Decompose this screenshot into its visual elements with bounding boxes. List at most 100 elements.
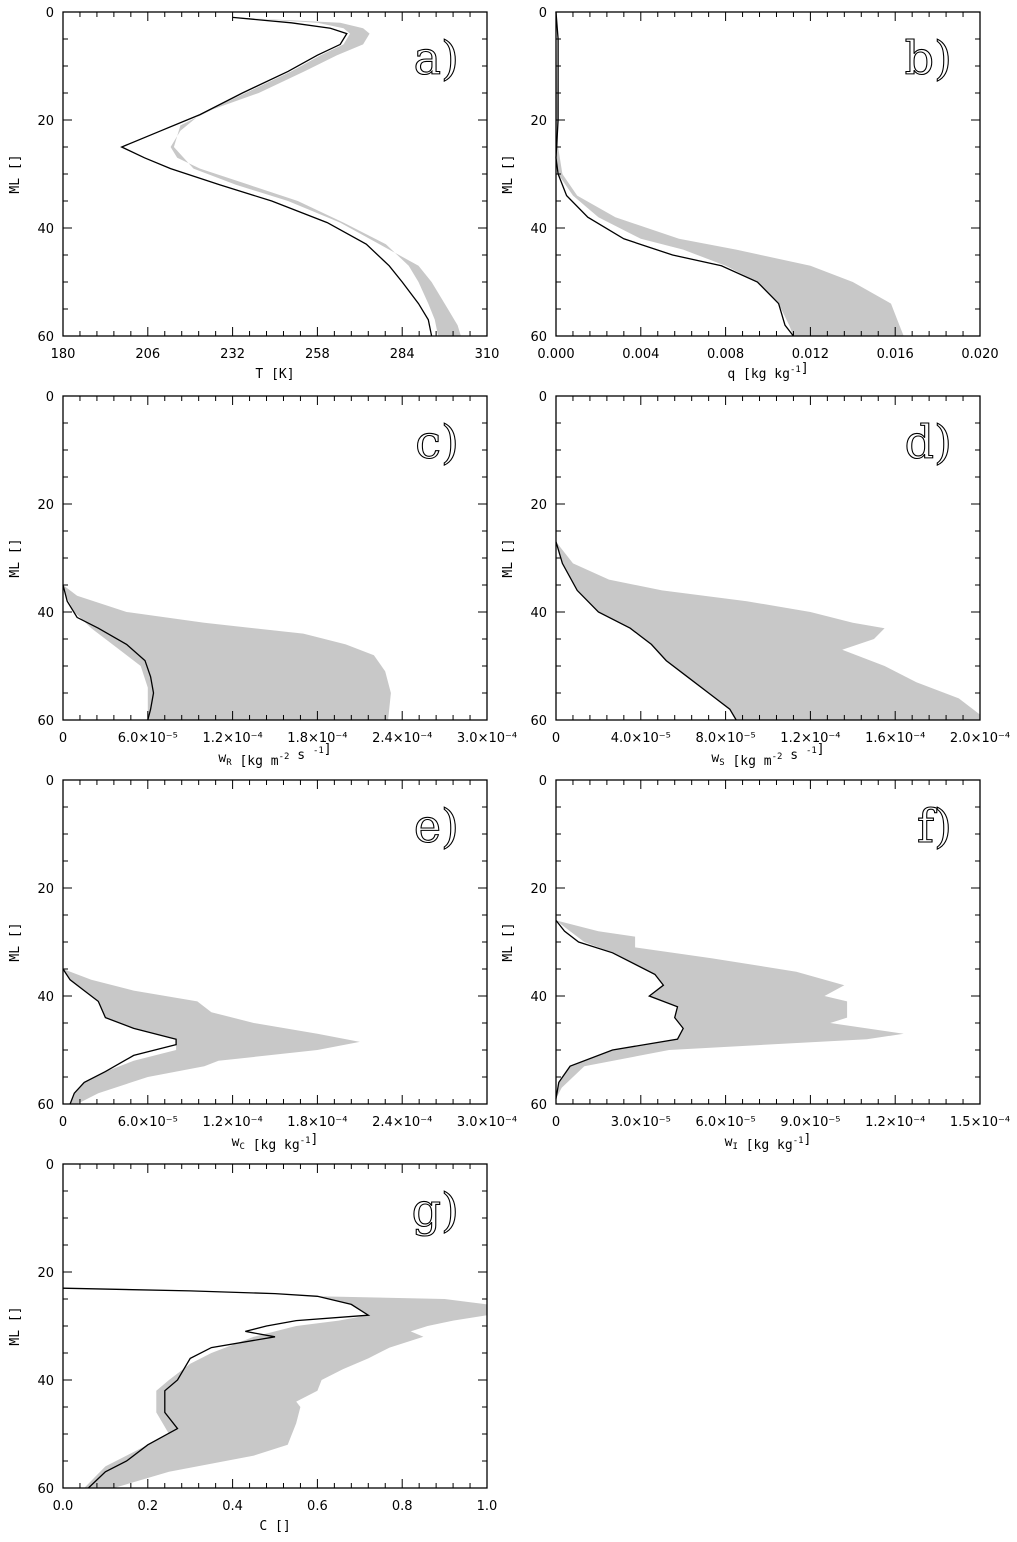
x-tick-label: 232 — [220, 347, 245, 362]
panel-f: 0 3.0×10⁻⁵ 6.0×10⁻⁵ 9.0×10⁻⁵ 1.2×10⁻⁴ 1.5×10⁻… — [501, 774, 1010, 1153]
profile-line — [555, 541, 737, 721]
y-tick-label: 40 — [530, 606, 547, 621]
profile-line — [62, 968, 177, 1105]
x-axis-title: wC [kg kg-1] — [232, 1132, 319, 1153]
y-axis-title: ML [] — [501, 538, 516, 577]
y-tick-label: 0 — [539, 774, 547, 789]
shaded-band — [63, 969, 360, 1104]
x-tick-label: 6.0×10⁻⁵ — [118, 1115, 178, 1130]
x-tick-label: 0.008 — [707, 347, 744, 362]
y-tick-label: 40 — [530, 222, 547, 237]
y-axis-title: ML [] — [8, 154, 23, 193]
shaded-band — [556, 920, 904, 1099]
x-tick-label: 1.2×10⁻⁴ — [865, 1115, 925, 1130]
y-tick-label: 60 — [37, 1482, 54, 1497]
y-tick-label: 60 — [530, 1098, 547, 1113]
y-axis-title: ML [] — [8, 538, 23, 577]
y-tick-label: 0 — [46, 6, 54, 21]
x-tick-label: 0.0 — [53, 1499, 74, 1514]
y-tick-label: 20 — [37, 498, 54, 513]
x-tick-label: 284 — [390, 347, 415, 362]
x-tick-label: 6.0×10⁻⁵ — [696, 1115, 756, 1130]
profile-line — [555, 919, 684, 1099]
panel-letter-label: a) — [414, 31, 459, 85]
x-tick-label: 0 — [59, 1115, 67, 1130]
x-tick-label: 6.0×10⁻⁵ — [118, 731, 178, 746]
profile-line — [62, 584, 155, 721]
x-tick-label: 310 — [475, 347, 500, 362]
panel-g: 0.0 0.2 0.4 0.6 0.8 1.0 0 20 40 60 ML [] C [] g) — [8, 1158, 497, 1534]
x-tick-label: 0.8 — [392, 1499, 413, 1514]
x-axis-title: wI [kg kg-1] — [725, 1132, 812, 1153]
x-tick-label: 2.4×10⁻⁴ — [372, 1115, 432, 1130]
y-tick-label: 40 — [37, 222, 54, 237]
x-tick-label: 2.4×10⁻⁴ — [372, 731, 432, 746]
x-tick-label: 1.2×10⁻⁴ — [203, 1115, 263, 1130]
shaded-band — [63, 1288, 487, 1488]
x-tick-label: 1.6×10⁻⁴ — [865, 731, 925, 746]
panel-letter-label: b) — [905, 31, 952, 85]
panel-c: 0 6.0×10⁻⁵ 1.2×10⁻⁴ 1.8×10⁻⁴ 2.4×10⁻⁴ 3.0×10⁻… — [8, 390, 517, 769]
shaded-band — [556, 541, 980, 720]
panel-letter-label: d) — [905, 415, 952, 469]
panel-e: 0 6.0×10⁻⁵ 1.2×10⁻⁴ 1.8×10⁻⁴ 2.4×10⁻⁴ 3.0×10⁻… — [8, 774, 517, 1153]
shaded-band — [170, 17, 461, 337]
y-tick-label: 0 — [539, 390, 547, 405]
x-tick-label: 1.8×10⁻⁴ — [287, 731, 347, 746]
x-tick-label: 0.016 — [877, 347, 914, 362]
x-tick-label: 1.5×10⁻⁴ — [950, 1115, 1010, 1130]
shaded-band — [63, 585, 391, 720]
y-tick-label: 0 — [539, 6, 547, 21]
y-tick-label: 20 — [530, 882, 547, 897]
x-tick-label: 0 — [552, 731, 560, 746]
x-axis-title: wR [kg m-2 s -1] — [218, 742, 331, 769]
y-tick-label: 20 — [530, 498, 547, 513]
x-tick-label: 1.2×10⁻⁴ — [780, 731, 840, 746]
y-axis-title: ML [] — [501, 154, 516, 193]
x-axis-title: wS [kg m-2 s -1] — [711, 742, 824, 769]
y-axis-title: ML [] — [501, 922, 516, 961]
x-tick-label: 0.004 — [622, 347, 659, 362]
panel-a: 180 206 232 258 284 310 0 20 40 60 ML [] T [K] a) — [8, 6, 499, 382]
x-tick-label: 0 — [59, 731, 67, 746]
y-tick-label: 20 — [530, 114, 547, 129]
x-axis-title: C [] — [259, 1519, 290, 1534]
y-tick-label: 60 — [530, 714, 547, 729]
y-axis-title: ML [] — [8, 1306, 23, 1345]
y-tick-label: 20 — [37, 114, 54, 129]
x-tick-label: 0.012 — [792, 347, 829, 362]
x-tick-label: 0.6 — [307, 1499, 328, 1514]
x-tick-label: 1.0 — [477, 1499, 498, 1514]
y-axis-title: ML [] — [8, 922, 23, 961]
x-axis-title: q [kg kg-1] — [727, 361, 808, 382]
y-tick-label: 20 — [37, 1266, 54, 1281]
panel-d: 0 4.0×10⁻⁵ 8.0×10⁻⁵ 1.2×10⁻⁴ 1.6×10⁻⁴ 2.0×10⁻… — [501, 390, 1010, 769]
x-tick-label: 2.0×10⁻⁴ — [950, 731, 1010, 746]
y-tick-label: 20 — [37, 882, 54, 897]
y-tick-label: 0 — [46, 774, 54, 789]
panel-letter-label: e) — [414, 799, 459, 853]
x-tick-label: 258 — [305, 347, 330, 362]
panel-letter-label: c) — [415, 415, 459, 469]
x-tick-label: 206 — [135, 347, 160, 362]
x-tick-label: 0 — [552, 1115, 560, 1130]
y-tick-label: 0 — [46, 1158, 54, 1173]
x-tick-label: 3.0×10⁻⁴ — [457, 731, 517, 746]
panel-letter-label: g) — [412, 1183, 459, 1237]
x-axis-title: T [K] — [255, 367, 294, 382]
y-tick-label: 40 — [530, 990, 547, 1005]
y-tick-label: 60 — [530, 330, 547, 345]
profile-line — [62, 1287, 371, 1489]
profile-line — [555, 11, 794, 337]
profile-line — [120, 16, 433, 337]
y-tick-label: 60 — [37, 1098, 54, 1113]
x-tick-label: 9.0×10⁻⁵ — [780, 1115, 840, 1130]
x-tick-label: 4.0×10⁻⁵ — [611, 731, 671, 746]
y-tick-label: 60 — [37, 330, 54, 345]
panel-letter-label: f) — [917, 799, 952, 853]
x-tick-label: 3.0×10⁻⁴ — [457, 1115, 517, 1130]
y-tick-label: 0 — [46, 390, 54, 405]
x-tick-label: 0.2 — [137, 1499, 158, 1514]
y-tick-label: 40 — [37, 1374, 54, 1389]
